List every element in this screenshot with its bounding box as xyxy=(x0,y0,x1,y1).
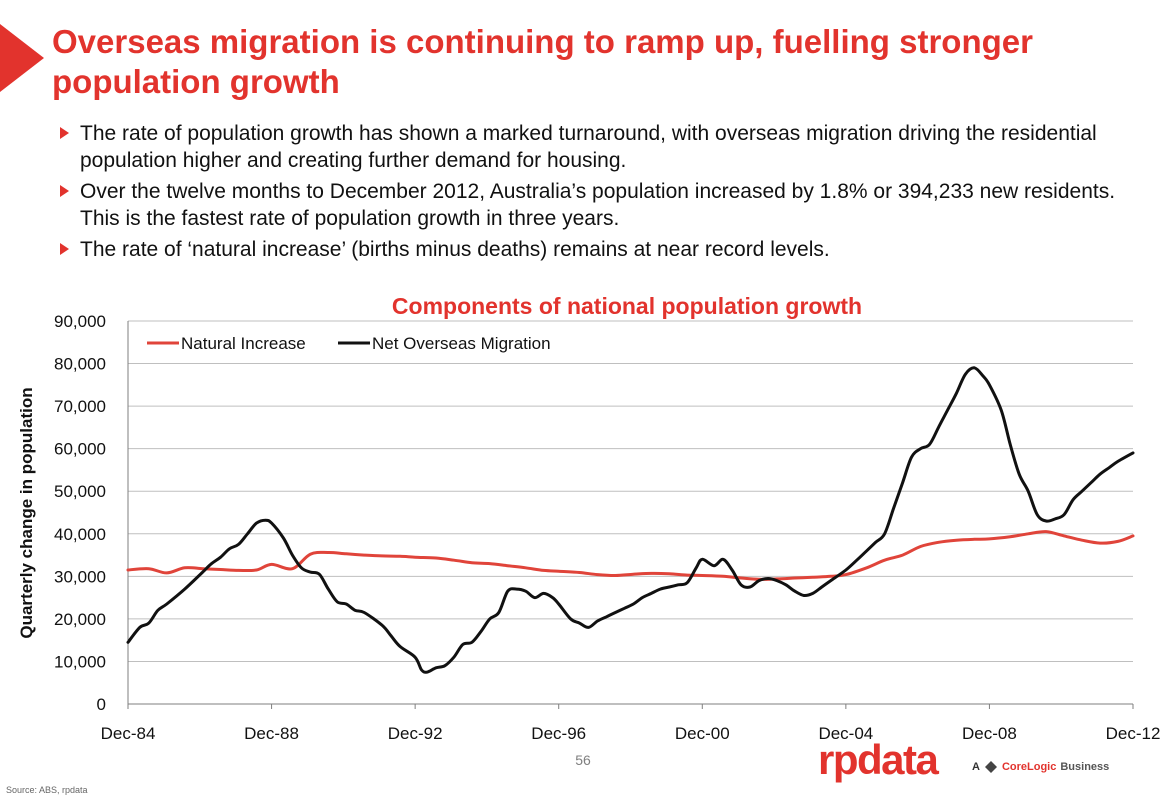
bullet-text: The rate of ‘natural increase’ (births m… xyxy=(80,238,830,261)
page-number: 56 xyxy=(575,752,591,768)
tagline-prefix: A xyxy=(972,761,980,773)
x-tick-label: Dec-84 xyxy=(101,724,156,743)
y-tick-label: 20,000 xyxy=(54,610,106,629)
axes: 0 10,000 20,000 30,000 40,000 50,000 60,000 70,… xyxy=(54,312,1160,743)
x-tick-label: Dec-12 xyxy=(1106,724,1161,743)
bullet-list: The rate of population growth has shown … xyxy=(60,120,1150,267)
bullet-arrow-icon xyxy=(60,185,69,197)
bullet-item: The rate of ‘natural increase’ (births m… xyxy=(60,236,1150,263)
y-tick-label: 70,000 xyxy=(54,397,106,416)
x-tick-label: Dec-92 xyxy=(388,724,443,743)
tagline-brand: CoreLogic xyxy=(1001,761,1057,773)
y-tick-label: 10,000 xyxy=(54,652,106,671)
series xyxy=(126,366,1135,674)
bullet-arrow-icon xyxy=(60,243,69,255)
bullet-text: The rate of population growth has shown … xyxy=(80,122,1097,172)
x-tick-label: Dec-96 xyxy=(531,724,586,743)
series-line-natural-increase xyxy=(126,530,1135,581)
y-tick-label: 30,000 xyxy=(54,567,106,586)
legend-label: Net Overseas Migration xyxy=(372,334,551,353)
rpdata-logo: rpdata xyxy=(818,736,939,783)
legend-label: Natural Increase xyxy=(181,334,306,353)
accent-arrow xyxy=(0,24,44,92)
tagline-suffix: Business xyxy=(1060,761,1110,773)
bullet-text: Over the twelve months to December 2012,… xyxy=(80,180,1116,230)
y-tick-label: 90,000 xyxy=(54,312,106,331)
series-line-net-overseas-migration xyxy=(126,366,1135,674)
x-tick-label: Dec-08 xyxy=(962,724,1017,743)
bullet-item: The rate of population growth has shown … xyxy=(60,120,1150,174)
bullet-arrow-icon xyxy=(60,127,69,139)
x-tick-label: Dec-88 xyxy=(244,724,299,743)
y-tick-label: 60,000 xyxy=(54,440,106,459)
corelogic-tagline: A CoreLogic Business xyxy=(972,760,1109,774)
x-tick-label: Dec-00 xyxy=(675,724,730,743)
y-tick-label: 40,000 xyxy=(54,525,106,544)
source-note: Source: ABS, rpdata xyxy=(6,785,88,795)
slide-title: Overseas migration is continuing to ramp… xyxy=(52,23,1033,100)
y-tick-label: 0 xyxy=(97,695,106,714)
grid xyxy=(128,320,1133,662)
bullet-item: Over the twelve months to December 2012,… xyxy=(60,178,1150,232)
chart-title: Components of national population growth xyxy=(392,293,862,319)
y-tick-label: 80,000 xyxy=(54,355,106,374)
corelogic-icon xyxy=(984,761,997,773)
y-axis-label: Quarterly change in population xyxy=(17,387,36,638)
y-tick-label: 50,000 xyxy=(54,482,106,501)
legend: Natural Increase Net Overseas Migration xyxy=(147,334,551,353)
